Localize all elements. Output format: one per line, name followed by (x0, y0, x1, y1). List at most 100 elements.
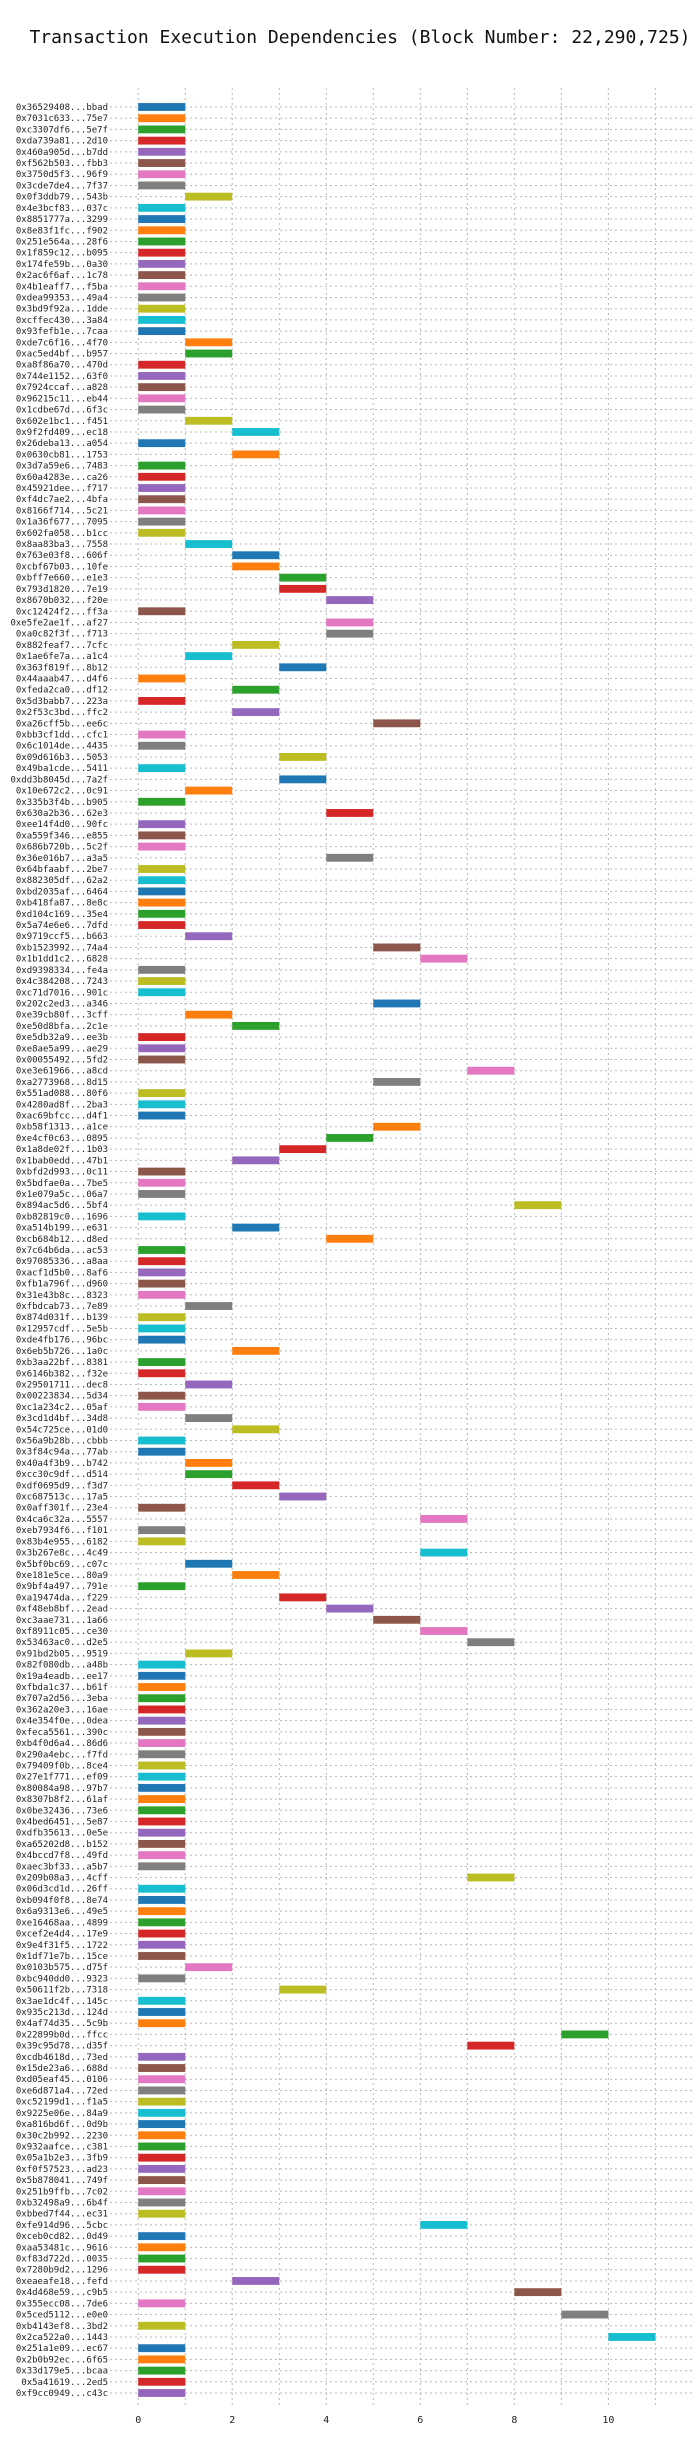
transaction-label: 0x882305df...62a2 (16, 876, 108, 886)
execution-bar (138, 1369, 186, 1378)
transaction-label: 0xb82819c0...1696 (16, 1212, 108, 1222)
execution-bar (185, 349, 233, 358)
execution-bar (138, 1772, 186, 1781)
execution-bar (138, 2008, 186, 2016)
transaction-label: 0xfbdcab73...7e89 (16, 1302, 108, 1312)
y-tick-labels: 0x36529408...bbad0x7031c633...75e70xc330… (10, 103, 108, 2399)
transaction-label: 0x174fe59b...0a30 (16, 260, 108, 270)
execution-bar (185, 1470, 233, 1479)
transaction-label: 0x1f859c12...b095 (16, 249, 108, 259)
execution-bar (138, 103, 186, 111)
transaction-label: 0xcffec430...3a84 (16, 316, 108, 326)
execution-bar (138, 1526, 186, 1535)
transaction-label: 0x602fa058...b1cc (16, 529, 108, 539)
transaction-label: 0xcc30c9df...d514 (16, 1470, 108, 1480)
execution-bar (138, 2153, 186, 2162)
execution-bar (138, 674, 186, 683)
transaction-label: 0x6a9313e6...49e5 (16, 1907, 108, 1917)
execution-bar (138, 528, 186, 537)
execution-bar (279, 1492, 327, 1501)
x-tick-label: 10 (602, 2415, 614, 2426)
transaction-label: 0x1a8de02f...1b03 (16, 1145, 108, 1155)
execution-bar (138, 1313, 186, 1322)
transaction-label: 0x9225e06e...84a9 (16, 2109, 108, 2119)
execution-bar (138, 1100, 186, 1109)
transaction-label: 0xf9cc0949...c43c (16, 2389, 108, 2399)
execution-bar (138, 831, 186, 840)
transaction-label: 0x15de23a6...688d (16, 2064, 108, 2074)
execution-bar (138, 1817, 186, 1826)
transaction-label: 0x460a905d...b7dd (16, 148, 108, 158)
transaction-label: 0x290a4ebc...f7fd (16, 1750, 108, 1760)
execution-bar (138, 203, 186, 212)
execution-bar (138, 1806, 186, 1815)
execution-bar (279, 1985, 327, 1994)
execution-bar (138, 1537, 186, 1546)
transaction-label: 0xb1523992...74a4 (16, 943, 108, 953)
transaction-label: 0xde4fb176...96bc (16, 1336, 108, 1346)
transaction-label: 0x4ca6c32a...5557 (16, 1515, 108, 1525)
transaction-label: 0x96215c11...eb44 (16, 394, 108, 404)
execution-bar (467, 1066, 515, 1075)
transaction-label: 0x09d616b3...5053 (16, 753, 108, 763)
transaction-label: 0xcb684b12...d8ed (16, 1235, 108, 1245)
transaction-label: 0x602e1bc1...f451 (16, 417, 108, 427)
execution-bar (138, 1033, 186, 1042)
transaction-label: 0xf562b503...fbb3 (16, 159, 108, 169)
transaction-label: 0xe5db32a9...ee3b (16, 1033, 108, 1043)
transaction-label: 0x2f53c3bd...ffc2 (16, 708, 108, 718)
transaction-label: 0x39c95d78...d35f (16, 2042, 108, 2052)
execution-bar (138, 372, 186, 380)
transaction-label: 0x9e4f31f5...1722 (16, 1941, 108, 1951)
execution-bar (185, 786, 233, 795)
transaction-label: 0xc3aae731...1a66 (16, 1616, 108, 1626)
execution-bar (373, 1615, 421, 1624)
execution-bar (420, 1548, 468, 1557)
transaction-label: 0x1ae6fe7a...a1c4 (16, 652, 108, 662)
transaction-label: 0x45921dee...f717 (16, 484, 108, 494)
execution-bar (467, 2041, 515, 2050)
transaction-label: 0x82f080db...a48b (16, 1661, 108, 1671)
execution-bar (138, 1828, 186, 1837)
execution-bar (138, 2265, 186, 2274)
execution-bar (138, 1716, 186, 1725)
transaction-label: 0xb58f1313...a1ce (16, 1123, 108, 1133)
transaction-label: 0x5b878041...749f (16, 2176, 108, 2186)
transaction-label: 0x4bccd7f8...49fd (16, 1851, 108, 1861)
transaction-label: 0xa2773968...8d15 (16, 1078, 108, 1088)
transaction-label: 0x874d031f...b139 (16, 1313, 108, 1323)
execution-bar (138, 293, 186, 302)
x-tick-label: 2 (229, 2415, 235, 2426)
execution-bar (138, 237, 186, 246)
transaction-label: 0xcbf67b03...10fe (16, 562, 108, 572)
execution-bar (138, 327, 186, 336)
transaction-label: 0x686b720b...5c2f (16, 843, 108, 853)
execution-bar (326, 1234, 374, 1243)
transaction-label: 0x22899b0d...ffcc (16, 2030, 108, 2040)
execution-bar (326, 618, 374, 627)
execution-bar (138, 1582, 186, 1591)
execution-bar (138, 383, 186, 392)
x-tick-labels: 0 2 4 6 8 10 (135, 2415, 614, 2426)
transaction-label: 0x83b4e955...6182 (16, 1537, 108, 1547)
execution-bar (138, 2321, 186, 2330)
transaction-label: 0xe4cf0c63...0895 (16, 1134, 108, 1144)
execution-bar (232, 1223, 280, 1232)
transaction-label: 0x6c1014de...4435 (16, 742, 108, 752)
execution-bar (514, 1201, 562, 1210)
transaction-label: 0xcef2e4d4...17e9 (16, 1930, 108, 1940)
transaction-label: 0x707a2d56...3eba (16, 1694, 108, 1704)
execution-bar (138, 1761, 186, 1770)
transaction-label: 0x1cdbe67d...6f3c (16, 406, 108, 416)
transaction-label: 0x54c725ce...01d0 (16, 1425, 108, 1435)
transaction-label: 0x49ba1cde...5411 (16, 764, 108, 774)
transaction-label: 0x05a1b2e3...3fb9 (16, 2154, 108, 2164)
execution-bar (185, 1010, 233, 1019)
execution-bar (185, 338, 233, 347)
transaction-label: 0x4280ad8f...2ba3 (16, 1100, 108, 1110)
execution-bar (138, 315, 186, 324)
x-tick-label: 8 (511, 2415, 517, 2426)
transaction-label: 0x60a4283e...ca26 (16, 473, 108, 483)
transaction-label: 0x2b0b92ec...6f65 (16, 2355, 108, 2365)
execution-bar (185, 1414, 233, 1423)
